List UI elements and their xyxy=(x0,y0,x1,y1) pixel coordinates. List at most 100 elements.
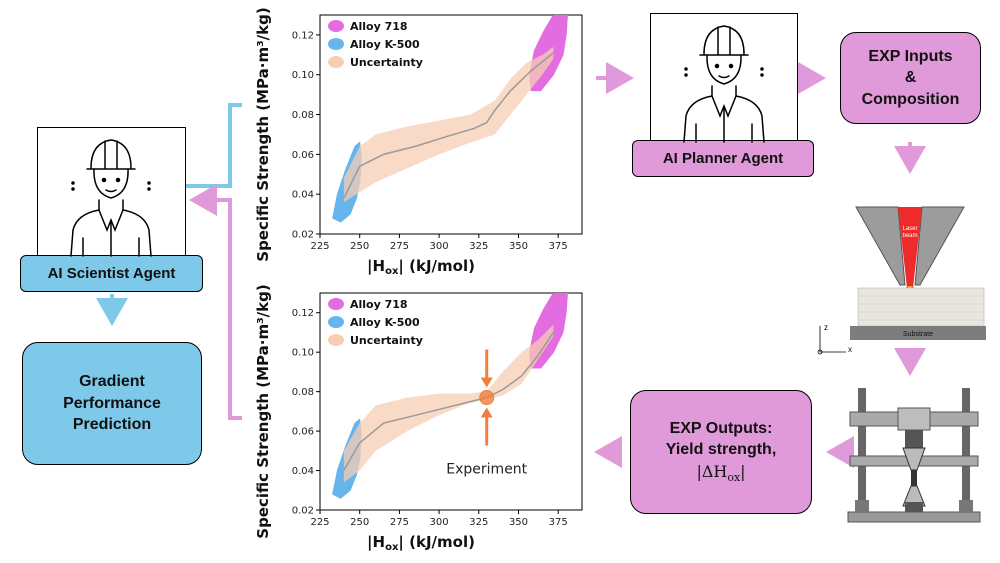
exp-inputs-box: EXP Inputs & Composition xyxy=(840,32,981,124)
exp-outputs-line-2: Yield strength, xyxy=(665,441,777,459)
exp-outputs-box: EXP Outputs: Yield strength, |ΔHox| xyxy=(630,390,812,514)
legend-label: Alloy 718 xyxy=(350,298,408,311)
laser-label-1: Laser xyxy=(902,226,917,232)
legend-label: Alloy K-500 xyxy=(350,316,420,329)
y-tick-label: 0.06 xyxy=(292,427,314,438)
exp-inputs-line-2: & xyxy=(904,69,917,87)
x-tick-label: 225 xyxy=(310,241,329,252)
experiment-arrowhead-bottom xyxy=(480,407,493,418)
specimen xyxy=(911,470,917,486)
y-tick-label: 0.08 xyxy=(292,110,314,121)
delta-h-text: |ΔH xyxy=(696,462,728,482)
planner-worker-icon xyxy=(683,25,765,143)
planner-agent-text: AI Planner Agent xyxy=(662,150,784,167)
experiment-point xyxy=(479,390,495,406)
y-tick-label: 0.08 xyxy=(292,387,314,398)
legend-swatch xyxy=(328,298,344,310)
lower-wedge xyxy=(902,485,926,507)
legend-label: Alloy 718 xyxy=(350,20,408,33)
y-tick-label: 0.10 xyxy=(292,70,314,81)
gradient-line-2: Performance xyxy=(63,394,161,412)
x-tick-label: 250 xyxy=(350,241,369,252)
axis-z-label: z xyxy=(824,323,828,332)
deposited-layers xyxy=(857,287,985,327)
substrate-label: Substrate xyxy=(903,331,933,338)
flow-arrows xyxy=(96,62,926,468)
substrate xyxy=(850,326,986,340)
left-column xyxy=(858,388,866,513)
x-tick-label: 325 xyxy=(469,241,488,252)
arrow-top-plot-to-scientist xyxy=(186,103,242,188)
y-tick-label: 0.02 xyxy=(292,506,314,517)
y-tick-label: 0.12 xyxy=(292,30,314,41)
nozzle-left xyxy=(855,206,906,286)
y-tick-label: 0.10 xyxy=(292,348,314,359)
uncertainty-band xyxy=(343,324,554,483)
legend-label: Uncertainty xyxy=(350,334,423,347)
x-tick-label: 375 xyxy=(549,517,568,528)
gradient-prediction-box: Gradient Performance Prediction xyxy=(22,342,202,465)
scientist-agent-label: AI Scientist Agent xyxy=(20,255,203,292)
axis-x-label: x xyxy=(848,345,852,354)
planner-agent-label: AI Planner Agent xyxy=(632,140,814,177)
y-tick-label: 0.04 xyxy=(292,466,314,477)
uncertainty-band xyxy=(343,46,554,203)
x-tick-label: 350 xyxy=(509,517,528,528)
exp-outputs-line-1: EXP Outputs: xyxy=(669,419,773,437)
additive-manufacturing-diagram: Laser beam Substrate z x xyxy=(817,206,986,355)
x-tick-label: 275 xyxy=(390,517,409,528)
arrow-bottom-plot-to-scientist xyxy=(189,184,242,420)
gradient-line-1: Gradient xyxy=(79,373,145,391)
lower-grip xyxy=(905,502,923,512)
y-axis-label: Specific Strength (MPa·m³/kg) xyxy=(254,7,272,261)
y-tick-label: 0.04 xyxy=(292,190,314,201)
legend-label: Uncertainty xyxy=(350,56,423,69)
x-tick-label: 300 xyxy=(430,241,449,252)
legend-swatch xyxy=(328,38,344,50)
x-axis-label: |Hox| (kJ/mol) xyxy=(367,257,475,277)
axis-origin xyxy=(817,349,823,355)
upper-grip xyxy=(905,430,923,448)
x-tick-label: 225 xyxy=(310,517,329,528)
y-tick-label: 0.12 xyxy=(292,308,314,319)
y-axis-label: Specific Strength (MPa·m³/kg) xyxy=(254,284,272,538)
legend-swatch xyxy=(328,20,344,32)
legend-swatch xyxy=(328,56,344,68)
top-block xyxy=(897,407,931,431)
experiment-label: Experiment xyxy=(446,462,527,478)
x-tick-label: 350 xyxy=(509,241,528,252)
y-tick-label: 0.06 xyxy=(292,150,314,161)
legend-swatch xyxy=(328,316,344,328)
laser-label-2: beam xyxy=(902,233,917,239)
x-tick-label: 275 xyxy=(390,241,409,252)
exp-inputs-line-1: EXP Inputs xyxy=(868,47,953,65)
mean-prediction-line xyxy=(343,332,555,471)
laser-beam xyxy=(898,207,922,288)
legend-label: Alloy K-500 xyxy=(350,38,420,51)
right-base xyxy=(959,500,973,512)
exp-inputs-line-3: Composition xyxy=(861,90,960,108)
left-base xyxy=(855,500,869,512)
exp-outputs-line-3: |ΔHox| xyxy=(666,461,777,486)
x-tick-label: 250 xyxy=(350,517,369,528)
plot-bottom: 225 250 275 300 325 350 375 0.02 0.04 0.06 0.08 0.1… xyxy=(254,284,583,553)
gradient-line-3: Prediction xyxy=(72,416,152,434)
mean-prediction-line xyxy=(343,52,554,199)
experiment-arrowhead-top xyxy=(480,377,493,388)
delta-h-close: | xyxy=(740,462,746,482)
delta-h-sub: ox xyxy=(727,471,741,485)
right-column xyxy=(962,388,970,513)
y-tick-label: 0.02 xyxy=(292,230,314,241)
plot-top: 225 250 275 300 325 350 375 0.02 0.04 0.06 0.08 0.1… xyxy=(254,7,583,277)
legend-swatch xyxy=(328,334,344,346)
scientist-agent-text: AI Scientist Agent xyxy=(47,265,176,282)
x-axis-label: |Hox| (kJ/mol) xyxy=(367,533,475,553)
x-tick-label: 325 xyxy=(469,517,488,528)
layer-lines xyxy=(858,295,984,321)
base-plate xyxy=(847,511,981,523)
x-tick-label: 300 xyxy=(430,517,449,528)
nozzle-right xyxy=(914,206,965,286)
scientist-worker-icon xyxy=(70,139,152,257)
tensile-test-machine xyxy=(847,388,981,523)
